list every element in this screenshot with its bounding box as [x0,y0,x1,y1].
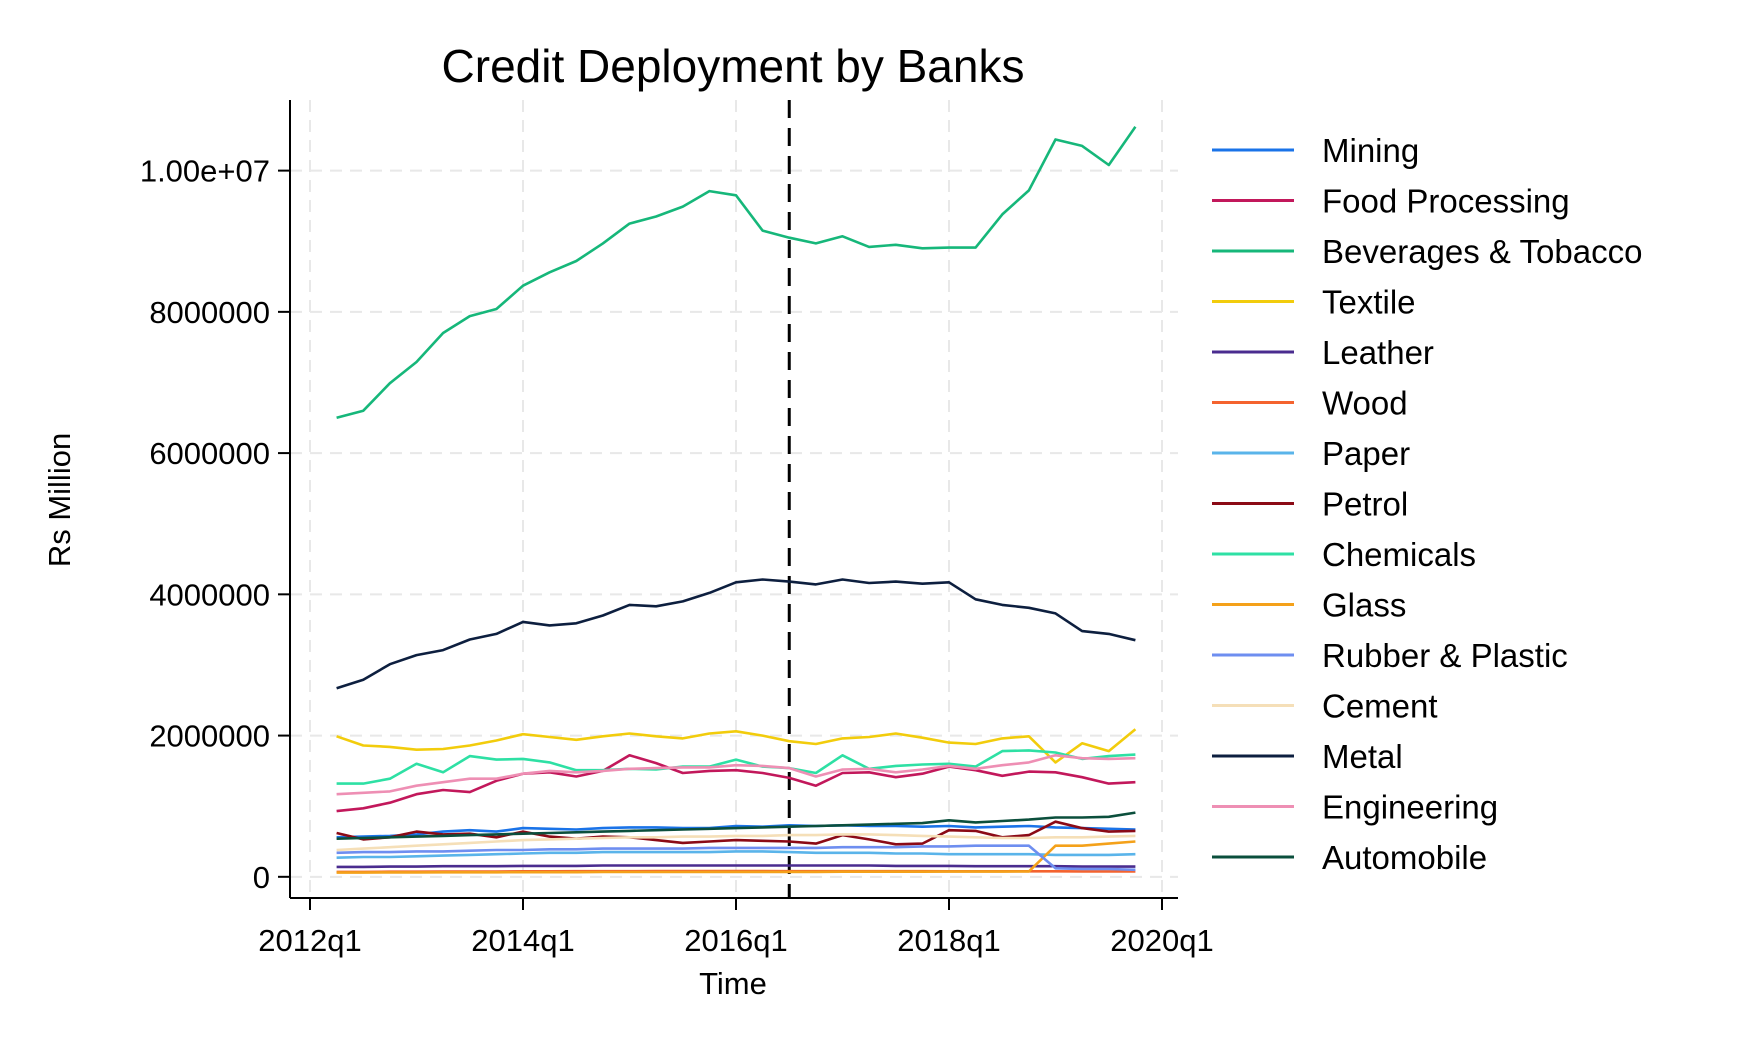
series-line-2 [336,126,1137,420]
legend-label-12: Metal [1322,738,1403,775]
series-lines [336,126,1137,874]
chart-title: Credit Deployment by Banks [442,40,1025,92]
series-line-1 [336,753,1136,813]
series-line-11 [336,833,1136,852]
series-line-10 [336,844,1136,872]
legend-label-4: Leather [1322,334,1434,371]
x-tick-labels: 2012q1 2014q1 2016q1 2018q1 2020q1 [258,898,1214,958]
series-line-12 [336,578,1136,690]
series-line-9 [336,840,1136,874]
y-tick-label-2: 4000000 [149,577,270,612]
y-tick-label-1: 2000000 [149,719,270,754]
x-tick-label-0: 2012q1 [258,923,361,958]
legend-label-11: Cement [1322,688,1438,725]
legend-label-3: Textile [1322,284,1416,321]
legend-label-9: Glass [1322,587,1406,624]
y-tick-label-0: 0 [253,860,270,895]
y-tick-label-5: 1.00e+07 [140,154,270,189]
series-line-14 [336,811,1136,840]
series-line-13 [336,753,1136,796]
series-line-8 [336,749,1136,785]
legend-label-7: Petrol [1322,486,1408,523]
y-axis-title: Rs Million [42,433,77,567]
legend-label-14: Automobile [1322,839,1487,876]
legend-label-1: Food Processing [1322,183,1570,220]
legend: Mining Food Processing Beverages & Tobacco… [1212,132,1642,876]
legend-label-6: Paper [1322,435,1410,472]
x-axis-title: Time [699,966,767,1001]
legend-label-5: Wood [1322,385,1408,422]
x-tick-label-3: 2018q1 [897,923,1000,958]
y-tick-label-4: 8000000 [149,295,270,330]
x-tick-label-2: 2016q1 [684,923,787,958]
series-line-0 [336,823,1136,839]
legend-label-0: Mining [1322,132,1419,169]
legend-label-10: Rubber & Plastic [1322,637,1568,674]
y-tick-labels: 0 2000000 4000000 6000000 8000000 1.00e+07 [140,154,290,895]
legend-label-2: Beverages & Tobacco [1322,233,1642,270]
axes [289,100,1178,899]
legend-label-13: Engineering [1322,789,1498,826]
x-tick-label-1: 2014q1 [471,923,574,958]
series-line-4 [336,864,1136,869]
series-line-3 [336,728,1137,764]
x-tick-label-4: 2020q1 [1110,923,1213,958]
y-tick-label-3: 6000000 [149,436,270,471]
series-line-6 [336,850,1136,859]
legend-label-8: Chemicals [1322,536,1476,573]
